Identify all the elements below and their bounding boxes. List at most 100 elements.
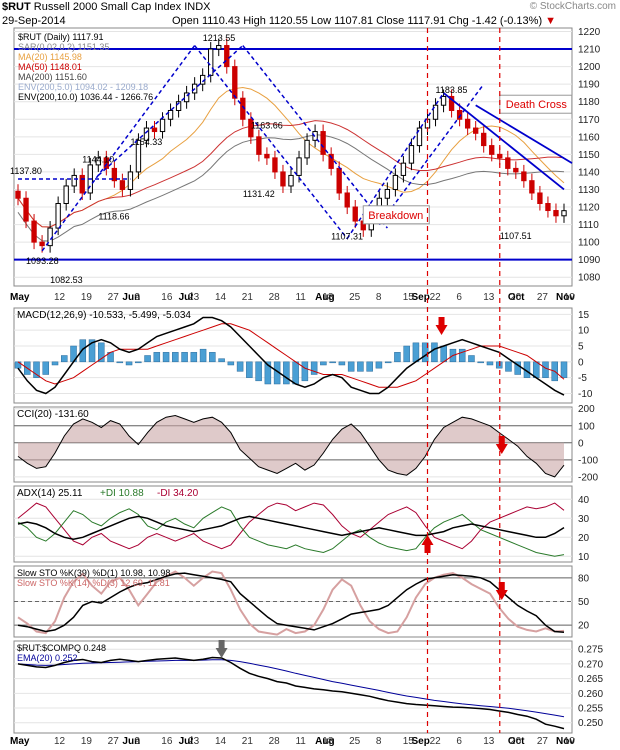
macd-histogram-bar [301,361,309,382]
top-axis-day-label: 9 [134,292,140,303]
candle-body [505,157,511,169]
top-axis-month-label: May [10,292,30,303]
price-panel-legend-entry: $RUT (Daily) 1117.91 [18,32,104,42]
close-value: 1117.91 [407,15,446,27]
top-axis-month-label: Oct [508,292,525,303]
macd-histogram-bar [33,361,40,378]
down-arrow-icon: ▼ [545,15,557,27]
exchange-label: INDX [184,1,211,13]
price-annotation: 1093.28 [26,256,59,266]
macd-histogram-bar [514,361,521,375]
candle-body [111,167,118,182]
macd-histogram-bar [412,342,420,363]
cci-area [18,415,564,477]
price-panel-tick-label: 1080 [578,273,601,284]
plus-di-line [17,506,565,557]
candle-body [183,92,190,103]
price-panel-tick-label: 1170 [578,115,600,126]
price-panel-tick-label: 1090 [578,255,601,266]
index-name: Russell 2000 Small Cap Index [33,1,182,13]
macd-histogram-bar [384,361,392,364]
candle-body [344,192,350,208]
candle-body [561,210,567,217]
price-annotation: 1154.33 [130,137,162,147]
sto-panel-tick-label: 20 [578,621,590,632]
top-axis-day-label: 23 [188,292,200,303]
bottom-axis-day-label: 18 [322,736,334,747]
adx-panel-tick-label: 30 [578,514,590,525]
candle-body [143,127,150,141]
price-annotation: 1163.66 [251,120,283,130]
macd-histogram-bar [98,342,105,363]
death-cross-label: Death Cross [506,99,568,111]
high-value: 1120.55 [268,15,308,27]
symbol-label: $RUT [2,1,31,13]
price-panel-legend-entry: MA(50) 1148.01 [18,62,82,72]
ratio-down-arrow-icon [215,648,228,658]
macd-histogram-bar [181,352,188,363]
macd-histogram-bar [477,361,484,364]
sto39-line [17,572,565,634]
top-axis-day-label: 13 [483,292,495,303]
sto-panel-tick-label: 50 [578,597,590,608]
bottom-axis-month-label: Oct [508,736,525,747]
cci-line [17,414,565,478]
adx-panel-frame [13,485,573,563]
candle-body [280,171,286,187]
macd-histogram-bar [190,352,198,363]
top-axis-day-label: 19 [81,292,93,303]
adx-up-arrow-icon [421,535,434,545]
candle-body [521,171,527,182]
macd-histogram-bar [236,361,244,372]
adx-panel-tick-label: 40 [578,495,590,506]
macd-histogram-bar [421,342,429,363]
ma200-line [17,134,565,242]
candle-body [553,210,559,217]
price-panel-tick-label: 1200 [578,62,601,73]
candle-body [288,174,294,187]
bottom-axis-month-label: Aug [315,736,334,747]
bottom-axis-month-label: Jun [122,736,140,747]
candle-body [432,104,439,120]
macd-histogram-bar [505,361,512,372]
top-axis-day-label: 16 [161,292,173,303]
top-axis-day-label: 6 [456,292,462,303]
candle-body [448,95,455,111]
ratio-panel-tick-label: 0.250 [578,718,603,729]
candle-body [232,66,238,99]
price-panel-legend-entry: MA(200) 1151.60 [18,72,87,82]
candle-body [159,118,166,133]
bottom-axis-day-label: 20 [510,736,522,747]
macd-title: MACD(12,26,9) -10.533, -5.499, -5.034 [17,310,191,321]
macd-histogram-bar [227,361,235,366]
macd-histogram-bar [162,352,170,363]
candle-body [537,192,543,205]
candle-body [336,167,342,194]
ratio-ema-line [17,659,565,718]
cci-panel-tick-label: 200 [578,404,595,415]
price-panel-tick-label: 1130 [578,185,600,196]
top-axis-day-label: 15 [403,292,415,303]
sto-down-arrow-icon [498,582,505,591]
bottom-axis-day-label: 12 [54,736,66,747]
macd-histogram-bar [218,358,225,363]
ratio-panel-tick-label: 0.255 [578,704,603,715]
price-panel-tick-label: 1220 [578,27,601,38]
price-panel-legend-entry: SAR(0.02,0.2) 1151.35 [18,42,109,52]
candle-body [513,167,519,173]
candle-body [23,197,29,222]
sto-down-arrow-icon [495,590,508,600]
candle-body [135,139,142,173]
bottom-axis-month-label: May [10,736,30,747]
candle-body [224,45,230,68]
candle-body [440,95,447,106]
bottom-axis-month-label: Nov [556,736,575,747]
candle-body [416,127,423,147]
top-axis-day-label: 28 [269,292,281,303]
bottom-axis-day-label: 21 [242,736,254,747]
ratio-panel-legend-entry: $RUT:$COMPQ 0.248 [17,643,106,653]
candle-body [529,180,535,194]
price-annotation: 1137.80 [10,166,42,176]
macd-histogram-bar [61,355,68,363]
